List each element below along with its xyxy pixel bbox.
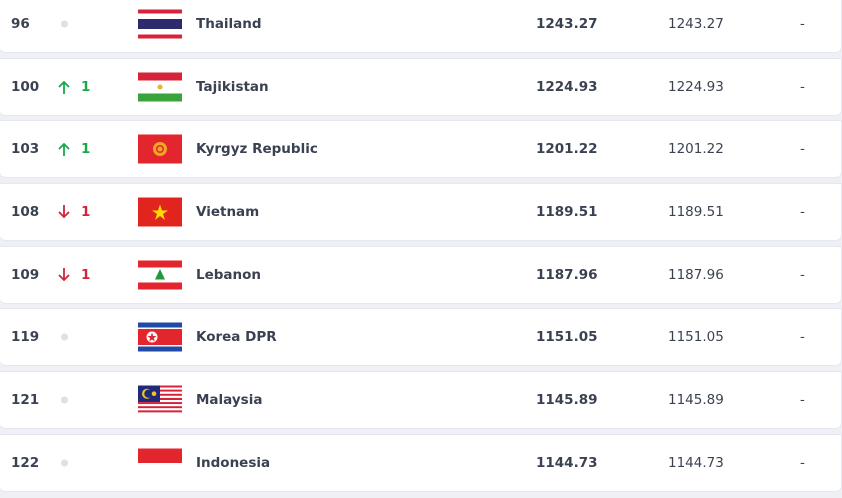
kyrgyz-republic-flag-icon (138, 134, 182, 164)
table-row[interactable]: 103 1 Kyrgyz Republic 1201.22 1201.22 - (0, 120, 842, 179)
table-row[interactable]: 96 Thailand 1243.27 1243.27 - (0, 0, 842, 53)
total-points: 1201.22 (536, 141, 598, 158)
previous-points: 1243.27 (668, 16, 724, 32)
points-change: - (800, 204, 805, 221)
rank-movement: 1 (57, 79, 90, 95)
table-row[interactable]: 108 1 Vietnam 1189.51 1189.51 - (0, 183, 842, 242)
arrow-down-icon (58, 205, 70, 219)
country-name[interactable]: Vietnam (196, 204, 260, 221)
total-points: 1144.73 (536, 454, 598, 471)
points-change: - (800, 454, 805, 471)
previous-points: 1145.89 (668, 392, 724, 409)
movement-value: 1 (81, 204, 91, 221)
rank: 100 (11, 78, 40, 95)
points-change: - (800, 392, 805, 409)
points-change: - (800, 329, 805, 346)
total-points: 1243.27 (536, 16, 598, 32)
previous-points: 1189.51 (668, 204, 724, 221)
no-change-dot-icon (61, 333, 68, 341)
vietnam-flag-icon (138, 197, 182, 227)
total-points: 1187.96 (536, 266, 598, 283)
previous-points: 1144.73 (668, 454, 724, 471)
total-points: 1151.05 (536, 329, 598, 346)
table-row[interactable]: 122 Indonesia 1144.73 1144.73 - (0, 433, 842, 492)
arrow-down-icon (58, 267, 70, 282)
tajikistan-flag-icon (138, 72, 182, 102)
rank: 108 (11, 204, 40, 221)
country-name[interactable]: Malaysia (196, 392, 263, 409)
table-row[interactable]: 119 Korea DPR 1151.05 1151.05 - (0, 308, 842, 367)
previous-points: 1224.93 (668, 78, 724, 95)
rank-movement: 1 (57, 267, 90, 283)
no-change-dot-icon (61, 396, 68, 404)
total-points: 1224.93 (536, 78, 598, 95)
country-name[interactable]: Kyrgyz Republic (196, 141, 318, 158)
movement-value: 1 (81, 266, 91, 283)
country-name[interactable]: Thailand (196, 16, 262, 32)
table-row[interactable]: 121 Malaysia 1145.89 1145.89 - (0, 371, 842, 430)
movement-value: 1 (81, 78, 91, 95)
previous-points: 1151.05 (668, 329, 724, 346)
rank-movement: 1 (57, 141, 90, 157)
total-points: 1145.89 (536, 392, 598, 409)
rank: 109 (11, 266, 40, 283)
arrow-up-icon (58, 80, 70, 94)
table-row[interactable]: 100 1 Tajikistan 1224.93 1224.93 - (0, 57, 842, 116)
lebanon-flag-icon (138, 260, 182, 290)
movement-value: 1 (81, 141, 91, 158)
korea-dpr-flag-icon (138, 322, 182, 352)
country-name[interactable]: Tajikistan (196, 78, 269, 95)
no-change-dot-icon (61, 20, 68, 28)
rank-movement: 1 (57, 204, 90, 220)
total-points: 1189.51 (536, 204, 598, 221)
previous-points: 1187.96 (668, 266, 724, 283)
country-name[interactable]: Lebanon (196, 266, 262, 283)
rank: 96 (11, 16, 30, 32)
arrow-up-icon (58, 143, 70, 157)
points-change: - (800, 16, 805, 32)
points-change: - (800, 266, 805, 283)
country-name[interactable]: Korea DPR (196, 329, 277, 346)
rank: 121 (11, 392, 40, 409)
points-change: - (800, 78, 805, 95)
table-row[interactable]: 109 1 Lebanon 1187.96 1187.96 - (0, 245, 842, 304)
previous-points: 1201.22 (668, 141, 724, 158)
rank: 122 (11, 454, 40, 471)
thailand-flag-icon (138, 9, 182, 39)
country-name[interactable]: Indonesia (196, 454, 271, 471)
points-change: - (800, 141, 805, 158)
no-change-dot-icon (61, 459, 68, 467)
malaysia-flag-icon (138, 385, 182, 415)
rank: 103 (11, 141, 40, 158)
rank: 119 (11, 329, 40, 346)
indonesia-flag-icon (138, 448, 182, 478)
